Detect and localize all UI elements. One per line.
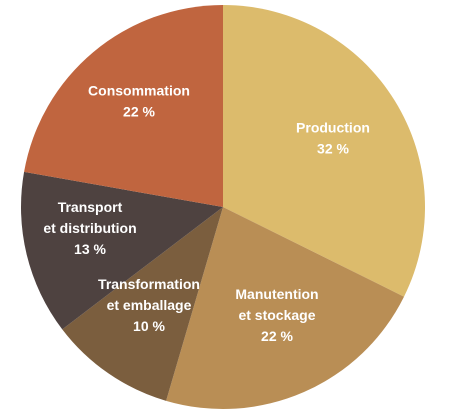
pie-label-value: 13 % <box>74 241 106 257</box>
pie-labels: Production 32 % Manutention et stockage 22 %… <box>43 83 370 345</box>
pie-slices <box>21 5 425 410</box>
pie-label-value: 10 % <box>133 318 165 334</box>
pie-label-line: Consommation <box>88 83 190 99</box>
pie-label-line: Manutention <box>235 286 318 302</box>
pie-label-transformation-et-emballage: Transformation et emballage 10 % <box>98 276 200 334</box>
pie-label-value: 32 % <box>317 141 349 157</box>
pie-label-consommation: Consommation 22 % <box>88 83 190 120</box>
pie-label-line: et stockage <box>238 307 315 323</box>
pie-slice-consommation <box>24 5 223 207</box>
pie-label-transport-et-distribution: Transport et distribution 13 % <box>43 199 136 257</box>
pie-label-line: Transformation <box>98 276 200 292</box>
pie-label-line: Transport <box>58 199 123 215</box>
pie-label-value: 22 % <box>261 328 293 344</box>
pie-slice-manutention-et-stockage <box>166 207 404 410</box>
pie-label-line: Production <box>296 120 370 136</box>
pie-label-value: 22 % <box>123 104 155 120</box>
pie-slice-production <box>223 5 425 297</box>
pie-label-manutention-et-stockage: Manutention et stockage 22 % <box>235 286 318 344</box>
pie-label-line: et distribution <box>43 220 136 236</box>
pie-slice-transport-et-distribution <box>21 171 223 330</box>
pie-label-line: et emballage <box>107 297 192 313</box>
pie-slice-transformation-et-emballage <box>62 207 224 401</box>
pie-label-production: Production 32 % <box>296 120 370 157</box>
